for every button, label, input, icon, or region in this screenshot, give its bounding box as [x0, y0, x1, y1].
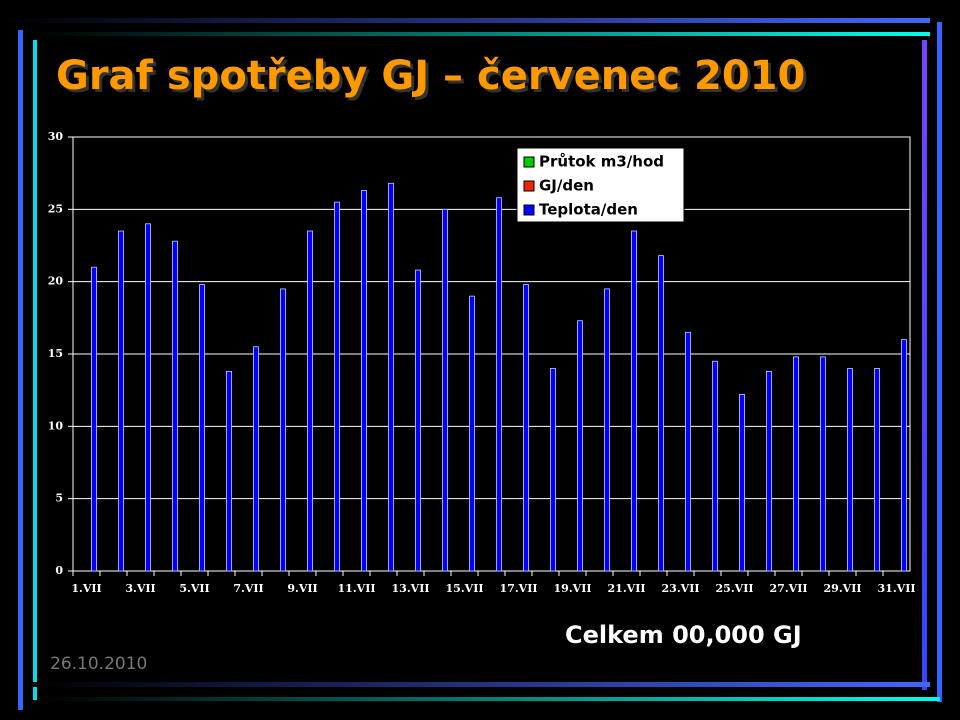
bar [199, 284, 205, 572]
x-tick-label: 9.VII [287, 582, 317, 595]
decor [922, 40, 927, 690]
bar [280, 288, 286, 572]
y-tick-label: 5 [55, 492, 63, 505]
x-tick-label: 3.VII [125, 582, 155, 595]
total: Celkem 00,000 GJ [565, 621, 802, 649]
legend-swatch [523, 180, 535, 192]
bar [334, 201, 340, 572]
decor [0, 18, 930, 23]
legend-label: GJ/den [539, 177, 594, 195]
bar [550, 368, 556, 572]
bar [226, 370, 232, 572]
bar [442, 208, 448, 572]
bar [388, 182, 394, 572]
title-shadow: Graf spotřeby GJ – červenec 2010 [59, 56, 808, 102]
x-tick-label: 1.VII [71, 582, 101, 595]
legend-box [516, 147, 685, 223]
bar [496, 197, 502, 572]
y-tick-label: 30 [48, 130, 64, 143]
y-tick-label: 10 [48, 419, 64, 432]
y-tick-label: 25 [48, 202, 63, 215]
x-tick-label: 21.VII [608, 582, 646, 595]
x-tick-label: 23.VII [662, 582, 700, 595]
bar [145, 223, 151, 572]
bar [415, 269, 421, 572]
bar [874, 368, 880, 572]
bar [577, 320, 583, 572]
decor [33, 40, 37, 700]
bar [631, 230, 637, 572]
bar [847, 368, 853, 572]
bar [712, 360, 718, 572]
bar [658, 255, 664, 572]
bar [685, 331, 691, 572]
y-tick-label: 15 [48, 347, 63, 360]
bar [793, 356, 799, 572]
x-tick-label: 17.VII [500, 582, 538, 595]
x-tick-label: 19.VII [554, 582, 592, 595]
bar [604, 288, 610, 572]
bar [118, 230, 124, 572]
y-tick-label: 20 [48, 275, 64, 288]
x-tick-label: 31.VII [878, 582, 916, 595]
decor [40, 697, 940, 701]
bar [307, 230, 313, 572]
bar [253, 346, 259, 572]
y-tick-label: 0 [55, 564, 63, 577]
legend-label: Průtok m3/hod [539, 153, 664, 171]
bar [901, 339, 907, 572]
bar [91, 266, 97, 572]
legend-label: Teplota/den [539, 201, 638, 219]
bar [739, 394, 745, 572]
x-tick-label: 7.VII [233, 582, 263, 595]
decor [30, 682, 930, 687]
bar [766, 370, 772, 572]
bar [172, 240, 178, 572]
x-tick-label: 11.VII [338, 582, 376, 595]
bar [523, 284, 529, 572]
bar [361, 190, 367, 572]
chart-title: Graf spotřeby GJ – červenec 2010 [56, 53, 805, 99]
decor [937, 22, 942, 702]
bar [469, 295, 475, 572]
x-tick-label: 5.VII [179, 582, 209, 595]
legend-swatch [523, 204, 535, 216]
x-tick-label: 27.VII [770, 582, 808, 595]
decor [18, 30, 23, 710]
x-tick-label: 29.VII [824, 582, 862, 595]
bar [820, 356, 826, 572]
legend-swatch [523, 156, 535, 168]
date: 26.10.2010 [50, 654, 147, 674]
x-tick-label: 13.VII [392, 582, 430, 595]
decor [30, 32, 930, 36]
x-tick-label: 15.VII [446, 582, 484, 595]
x-tick-label: 25.VII [716, 582, 754, 595]
